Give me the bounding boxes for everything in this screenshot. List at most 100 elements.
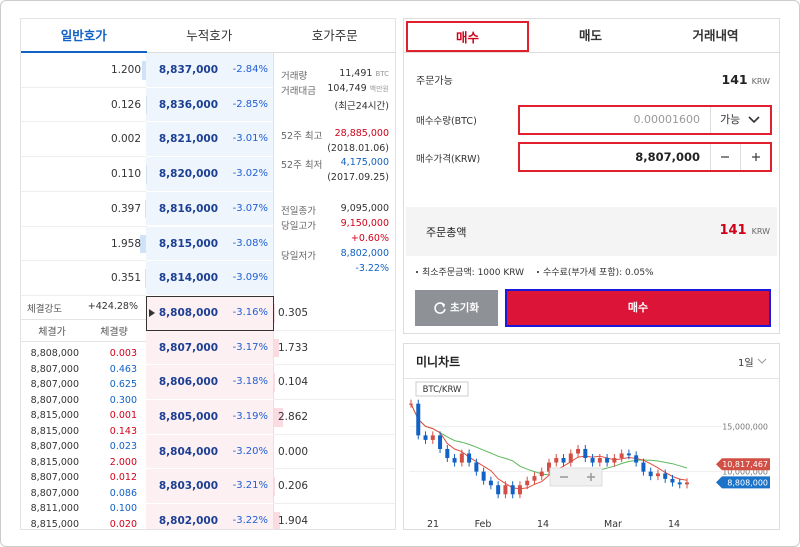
info-label: 거래대금 — [281, 86, 316, 97]
trade-price: 8,807,000 — [30, 394, 79, 406]
chevron — [748, 116, 760, 124]
info-value: 28,885,000 — [281, 128, 389, 139]
candle-body — [576, 448, 581, 454]
orderbook-tab[interactable]: 호가주문 — [272, 19, 395, 53]
ask-price: 8,836,000 — [158, 98, 218, 111]
order-tab[interactable]: 매수 — [406, 21, 529, 52]
row-line — [273, 364, 395, 366]
candle-body — [605, 458, 610, 463]
trade-price: 8,807,000 — [30, 472, 79, 483]
total-label: 주문총액 — [426, 226, 467, 239]
bid-change: -3.16% — [232, 306, 268, 318]
info-label: 전일종가 — [281, 206, 316, 217]
orderbook-tab[interactable]: 일반호가 — [21, 19, 147, 53]
candle-body — [547, 462, 551, 472]
current-marker — [149, 309, 155, 318]
minichart-title: 미니차트 — [416, 355, 461, 369]
bid-qty: 1.904 — [278, 515, 309, 528]
input-divider — [710, 144, 711, 170]
bid-change: -3.17% — [232, 341, 268, 353]
order-tab[interactable]: 매도 — [578, 28, 602, 43]
candle-body — [438, 435, 443, 449]
trade-qty: 0.023 — [109, 441, 137, 452]
qty-input[interactable] — [518, 105, 772, 135]
info-value-text: +0.60% — [350, 233, 389, 244]
candle-body — [670, 478, 675, 483]
bid-price: 8,807,000 — [158, 341, 218, 354]
ask-price-cell — [146, 261, 273, 296]
row-line — [273, 468, 395, 470]
info-value: 104,749 백만원 — [281, 83, 389, 94]
minichart-panel: 미니차트 1일 15,000,000 10,000,000 BTC/KRW 10,817,… — [403, 343, 780, 530]
available-amount: 141 — [721, 72, 748, 87]
info-value-text: 28,885,000 — [334, 128, 389, 139]
zoom-box — [549, 467, 603, 487]
bid-price: 8,802,000 — [158, 515, 218, 528]
candle-body — [655, 473, 660, 477]
available-unit: KRW — [751, 77, 770, 86]
info-value-text: (최근24시간) — [334, 101, 389, 112]
total-amount: 141 — [719, 223, 747, 238]
ask-change: -3.01% — [232, 133, 268, 145]
candle-body — [648, 471, 653, 477]
price-tag-label: 10,817,467 — [722, 460, 768, 469]
bid-price-cell — [146, 400, 273, 435]
y-tick-label: 15,000,000 — [722, 422, 768, 431]
reset-icon — [434, 302, 446, 314]
info-value-text: 104,749 — [327, 83, 367, 94]
ask-change: -2.84% — [232, 64, 268, 75]
trade-qty: 0.625 — [109, 379, 137, 390]
input-divider — [710, 107, 711, 133]
candle-body — [430, 435, 435, 440]
order-tab[interactable]: 거래내역 — [692, 28, 739, 43]
current-price-box — [146, 295, 274, 331]
price-input[interactable] — [518, 142, 772, 172]
bid-change: -3.21% — [232, 480, 268, 492]
total-unit: KRW — [751, 227, 770, 236]
info-value-text: 9,095,000 — [340, 203, 389, 214]
info-value: 8,802,000 — [281, 248, 389, 259]
trade-header-line — [21, 341, 146, 342]
bid-qty-bar — [274, 477, 275, 497]
candle-body — [590, 458, 595, 463]
ask-qty-bar — [142, 61, 146, 80]
orderbook-panel: 일반호가 누적호가 호가주문 1.200 8,837,000 -2.84% 0.126 8,8… — [20, 18, 396, 530]
ask-qty: 0.351 — [110, 272, 141, 285]
price-tag-label: 8,808,000 — [727, 478, 768, 487]
trade-header-line — [21, 319, 146, 320]
info-value: 9,095,000 — [281, 203, 389, 214]
candle-body — [474, 462, 479, 472]
trade-price: 8,807,000 — [30, 363, 79, 375]
candle-body — [568, 453, 573, 463]
candle-body — [539, 471, 544, 477]
ask-change: -3.07% — [232, 202, 268, 214]
info-value-text: 9,150,000 — [340, 218, 389, 229]
ask-qty: 0.397 — [110, 202, 141, 215]
period-select[interactable]: 1일 — [738, 358, 754, 369]
info-value-text: (2018.01.06) — [327, 143, 389, 154]
info-label: 거래량 — [281, 71, 308, 82]
ask-qty: 1.958 — [110, 237, 141, 250]
bid-qty-bar — [274, 338, 280, 358]
row-line — [21, 156, 146, 158]
bid-qty-bar — [274, 408, 283, 427]
info-value: 4,175,000 — [281, 157, 389, 168]
reset-button[interactable] — [415, 290, 498, 326]
candle-body — [445, 448, 450, 459]
orderbook-tab[interactable]: 누적호가 — [146, 19, 272, 53]
bid-change: -3.20% — [232, 445, 268, 457]
candle-body — [554, 458, 559, 463]
strength-label: 체결강도 — [27, 304, 62, 315]
symbol-box — [415, 381, 469, 397]
bid-qty-bar — [274, 512, 280, 529]
trade-price: 8,815,000 — [30, 425, 79, 437]
ask-qty: 1.200 — [110, 64, 141, 76]
tab-bar-line — [404, 52, 779, 53]
submit-button[interactable]: 매수 — [505, 289, 771, 327]
trade-qty: 0.003 — [109, 348, 137, 359]
candle-body — [510, 485, 515, 495]
bid-change: -3.18% — [232, 376, 268, 388]
qty-button[interactable]: 가능 — [720, 113, 741, 126]
candle-body — [626, 453, 631, 456]
moving-average — [410, 403, 688, 490]
